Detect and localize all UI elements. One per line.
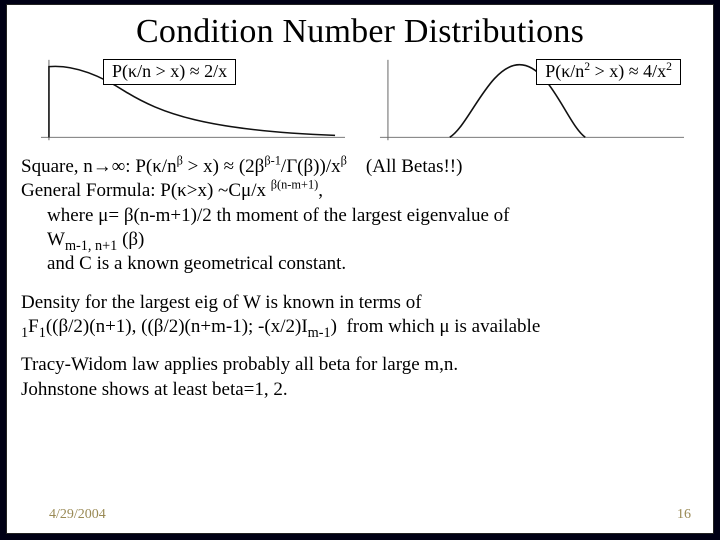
plot-right-label: P(κ/n2 > x) ≈ 4/x2: [536, 59, 681, 85]
plot-right: P(κ/n2 > x) ≈ 4/x2: [370, 55, 689, 147]
line-4: Wm-1, n+1 (β): [21, 228, 699, 252]
paragraph-1: Square, n→∞: P(κ/nβ > x) ≈ (2ββ-1/Γ(β))/…: [21, 155, 699, 277]
line-2: General Formula: P(κ>x) ~Cμ/x β(n-m+1),: [21, 179, 699, 203]
paragraph-2: Density for the largest eig of W is know…: [21, 291, 699, 340]
footer-date: 4/29/2004: [49, 507, 677, 523]
slide-title: Condition Number Distributions: [7, 5, 713, 53]
line-1: Square, n→∞: P(κ/nβ > x) ≈ (2ββ-1/Γ(β))/…: [21, 155, 699, 179]
plot-left: P(κ/n > x) ≈ 2/x: [31, 55, 350, 147]
slide: Condition Number Distributions P(κ/n > x…: [6, 4, 714, 534]
paragraph-3: Tracy-Widom law applies probably all bet…: [21, 353, 699, 402]
footer: 4/29/2004 16: [7, 507, 713, 523]
line-5: and C is a known geometrical constant.: [21, 252, 699, 276]
plots-row: P(κ/n > x) ≈ 2/x P(κ/n2 > x) ≈ 4/x2: [7, 53, 713, 149]
plot-left-label: P(κ/n > x) ≈ 2/x: [103, 59, 236, 85]
line-3: where μ= β(n-m+1)/2 th moment of the lar…: [21, 204, 699, 228]
footer-page: 16: [677, 507, 691, 523]
body-text: Square, n→∞: P(κ/nβ > x) ≈ (2ββ-1/Γ(β))/…: [7, 149, 713, 402]
